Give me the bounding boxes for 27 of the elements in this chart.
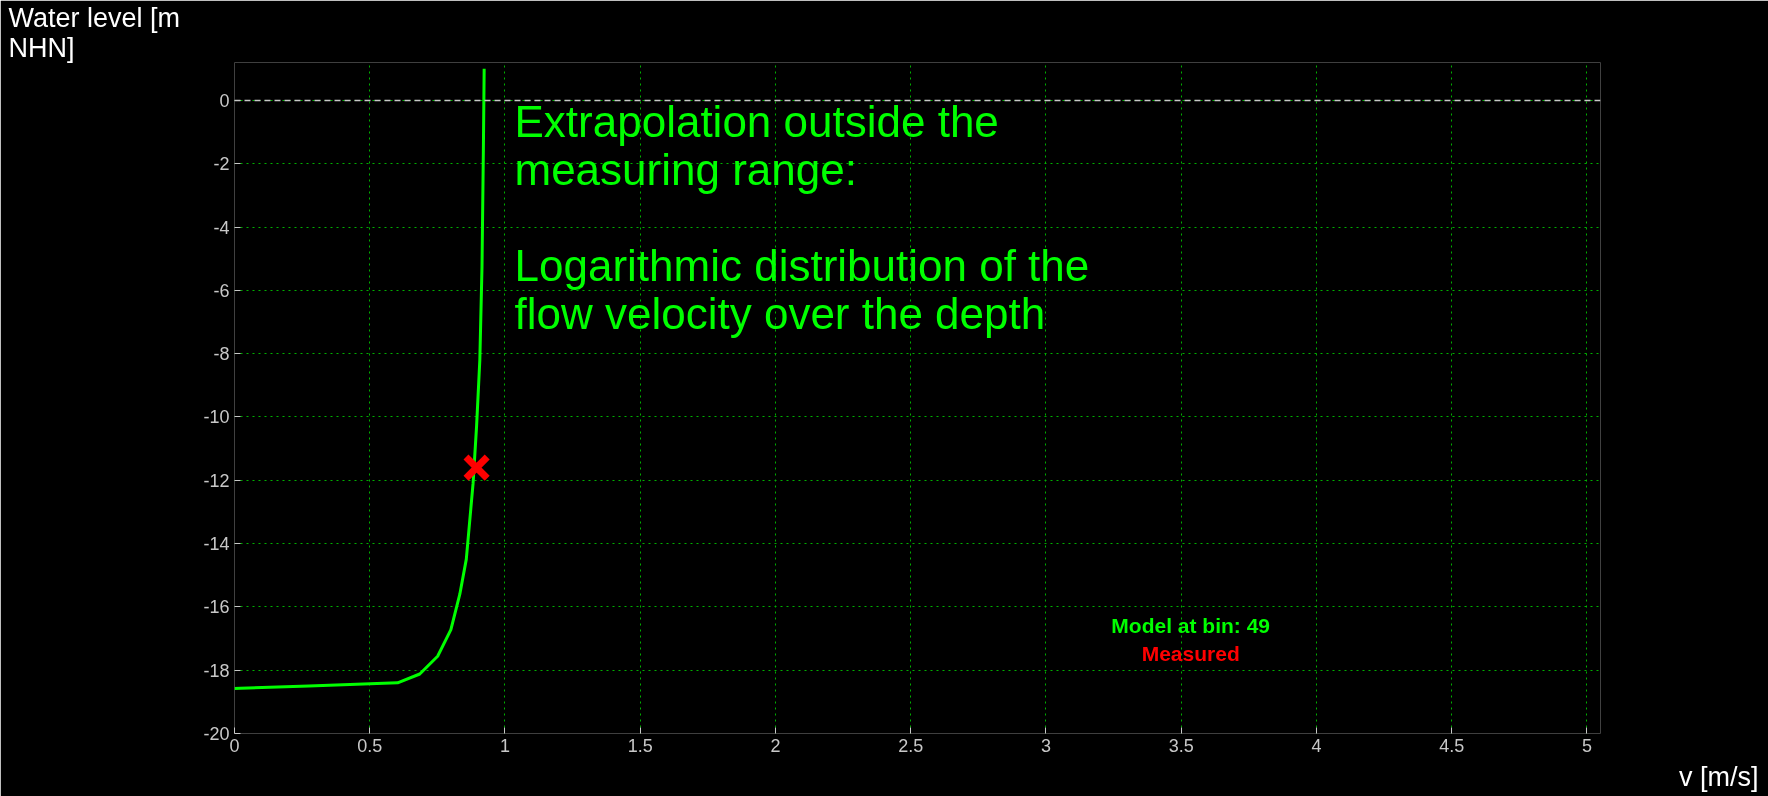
y-tick-label: -12 <box>203 470 230 491</box>
y-tick-label: -20 <box>203 724 230 744</box>
y-tick-label: -4 <box>213 217 230 238</box>
x-tick-label: 4 <box>1311 735 1322 756</box>
x-tick-label: 3 <box>1040 735 1051 756</box>
y-tick-label: -16 <box>203 597 230 618</box>
x-tick-label: 5 <box>1581 735 1592 756</box>
line-series <box>234 67 486 691</box>
text: Measured <box>1141 641 1240 665</box>
x-tick-label: 4.5 <box>1439 735 1465 756</box>
y-tick-label: -18 <box>203 660 230 681</box>
x-tick-label: 0.5 <box>357 735 383 756</box>
x-axis-title: v [m/s] <box>1679 761 1759 792</box>
y-tick-label: -2 <box>213 154 230 175</box>
y-tick-label: -10 <box>203 407 230 428</box>
x-tick-label: 1 <box>499 735 511 756</box>
x-tick-label: 3.5 <box>1168 735 1194 756</box>
y-tick-label: -14 <box>203 534 230 555</box>
annotation: Extrapolation outside the measuring range: Logarithmic distribution of the flow velocity over the depth <box>514 96 1090 338</box>
y-tick-label: -8 <box>213 344 230 365</box>
y-tick-label: -6 <box>213 280 230 301</box>
x-tick-label: 2.5 <box>898 735 924 756</box>
x-tick-label: 2 <box>770 735 781 756</box>
y-tick-label: 0 <box>219 90 230 111</box>
y-axis-title: Water level [m NHN] <box>8 2 181 63</box>
text: Model at bin: 49 <box>1111 613 1271 637</box>
x-tick-label: 1.5 <box>627 735 653 756</box>
